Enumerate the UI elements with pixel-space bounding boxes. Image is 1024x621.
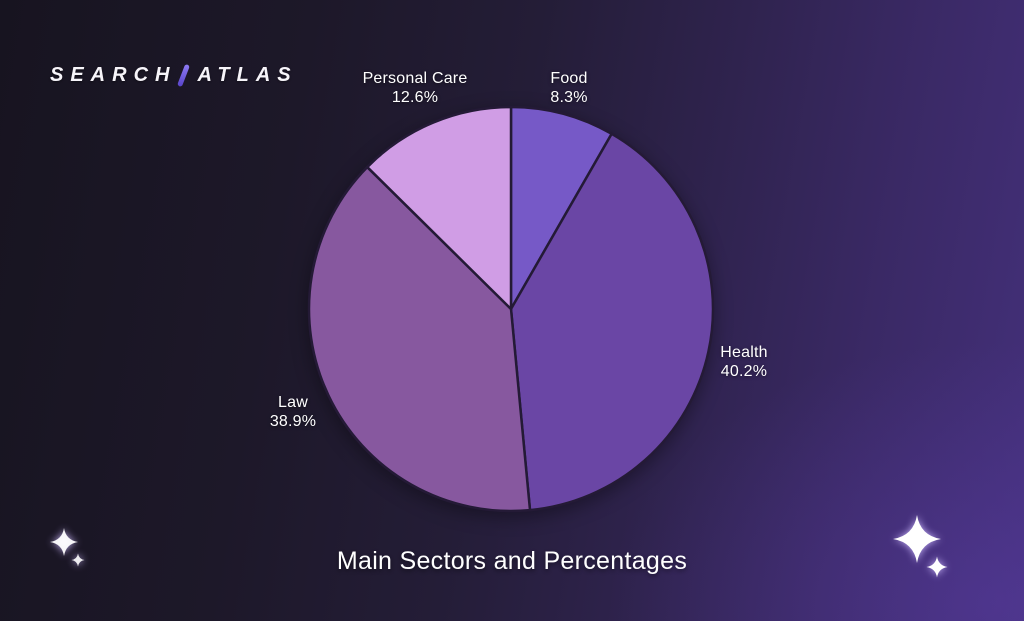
logo-text-search: SEARCH	[50, 63, 177, 86]
slice-label-food: Food 8.3%	[550, 70, 587, 107]
pie-slice-health	[509, 132, 715, 512]
slice-label-name: Health	[720, 344, 768, 361]
slice-label-health: Health 40.2%	[720, 344, 767, 381]
sparkle-decorations	[50, 515, 948, 578]
pie-slice-food	[509, 105, 613, 311]
slice-label-law: Law 38.9%	[270, 394, 316, 431]
logo-text-atlas: ATLAS	[197, 63, 298, 86]
pie-slices	[307, 105, 715, 513]
sparkle-icon	[893, 515, 941, 563]
sparkle-icon	[926, 556, 948, 578]
slice-label-pct: 40.2%	[720, 362, 768, 380]
slice-label-personal-care: Personal Care 12.6%	[363, 70, 468, 107]
slice-label-name: Personal Care	[362, 70, 468, 87]
slice-label-pct: 8.3%	[550, 88, 588, 106]
chart-title: Main Sectors and Percentages	[336, 547, 688, 575]
slice-label-pct: 38.9%	[269, 412, 317, 430]
slice-label-pct: 12.6%	[391, 88, 439, 106]
slice-label-name: Law	[278, 394, 308, 411]
slice-label-name: Food	[550, 70, 588, 87]
pie-slice-law	[307, 165, 532, 513]
search-atlas-logo: SEARCH ATLAS	[50, 60, 298, 90]
sparkle-icon	[50, 528, 78, 556]
pie-slice-personal-care	[366, 105, 513, 311]
sparkle-icon	[71, 553, 85, 567]
